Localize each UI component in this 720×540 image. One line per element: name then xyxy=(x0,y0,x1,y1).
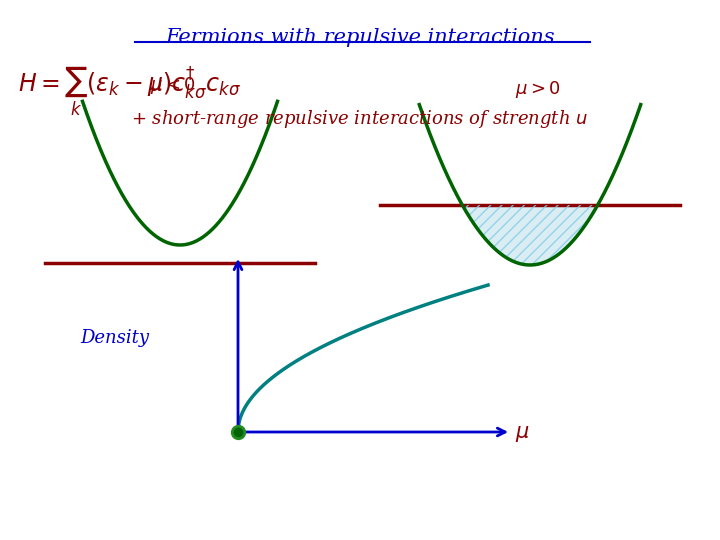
Text: Fermions with repulsive interactions: Fermions with repulsive interactions xyxy=(165,28,555,47)
Text: $+$ short-range repulsive interactions of strength $u$: $+$ short-range repulsive interactions o… xyxy=(132,108,588,130)
Text: $\mu > 0$: $\mu > 0$ xyxy=(515,79,561,99)
Text: Density: Density xyxy=(80,329,149,347)
Text: $H = \sum_{k}(\varepsilon_k - \mu)c^{\dagger}_{k\sigma}c_{k\sigma}$: $H = \sum_{k}(\varepsilon_k - \mu)c^{\da… xyxy=(18,64,241,118)
Polygon shape xyxy=(462,205,598,265)
Text: $\mu$: $\mu$ xyxy=(515,424,530,444)
Text: $\mu < 0$: $\mu < 0$ xyxy=(150,76,196,96)
